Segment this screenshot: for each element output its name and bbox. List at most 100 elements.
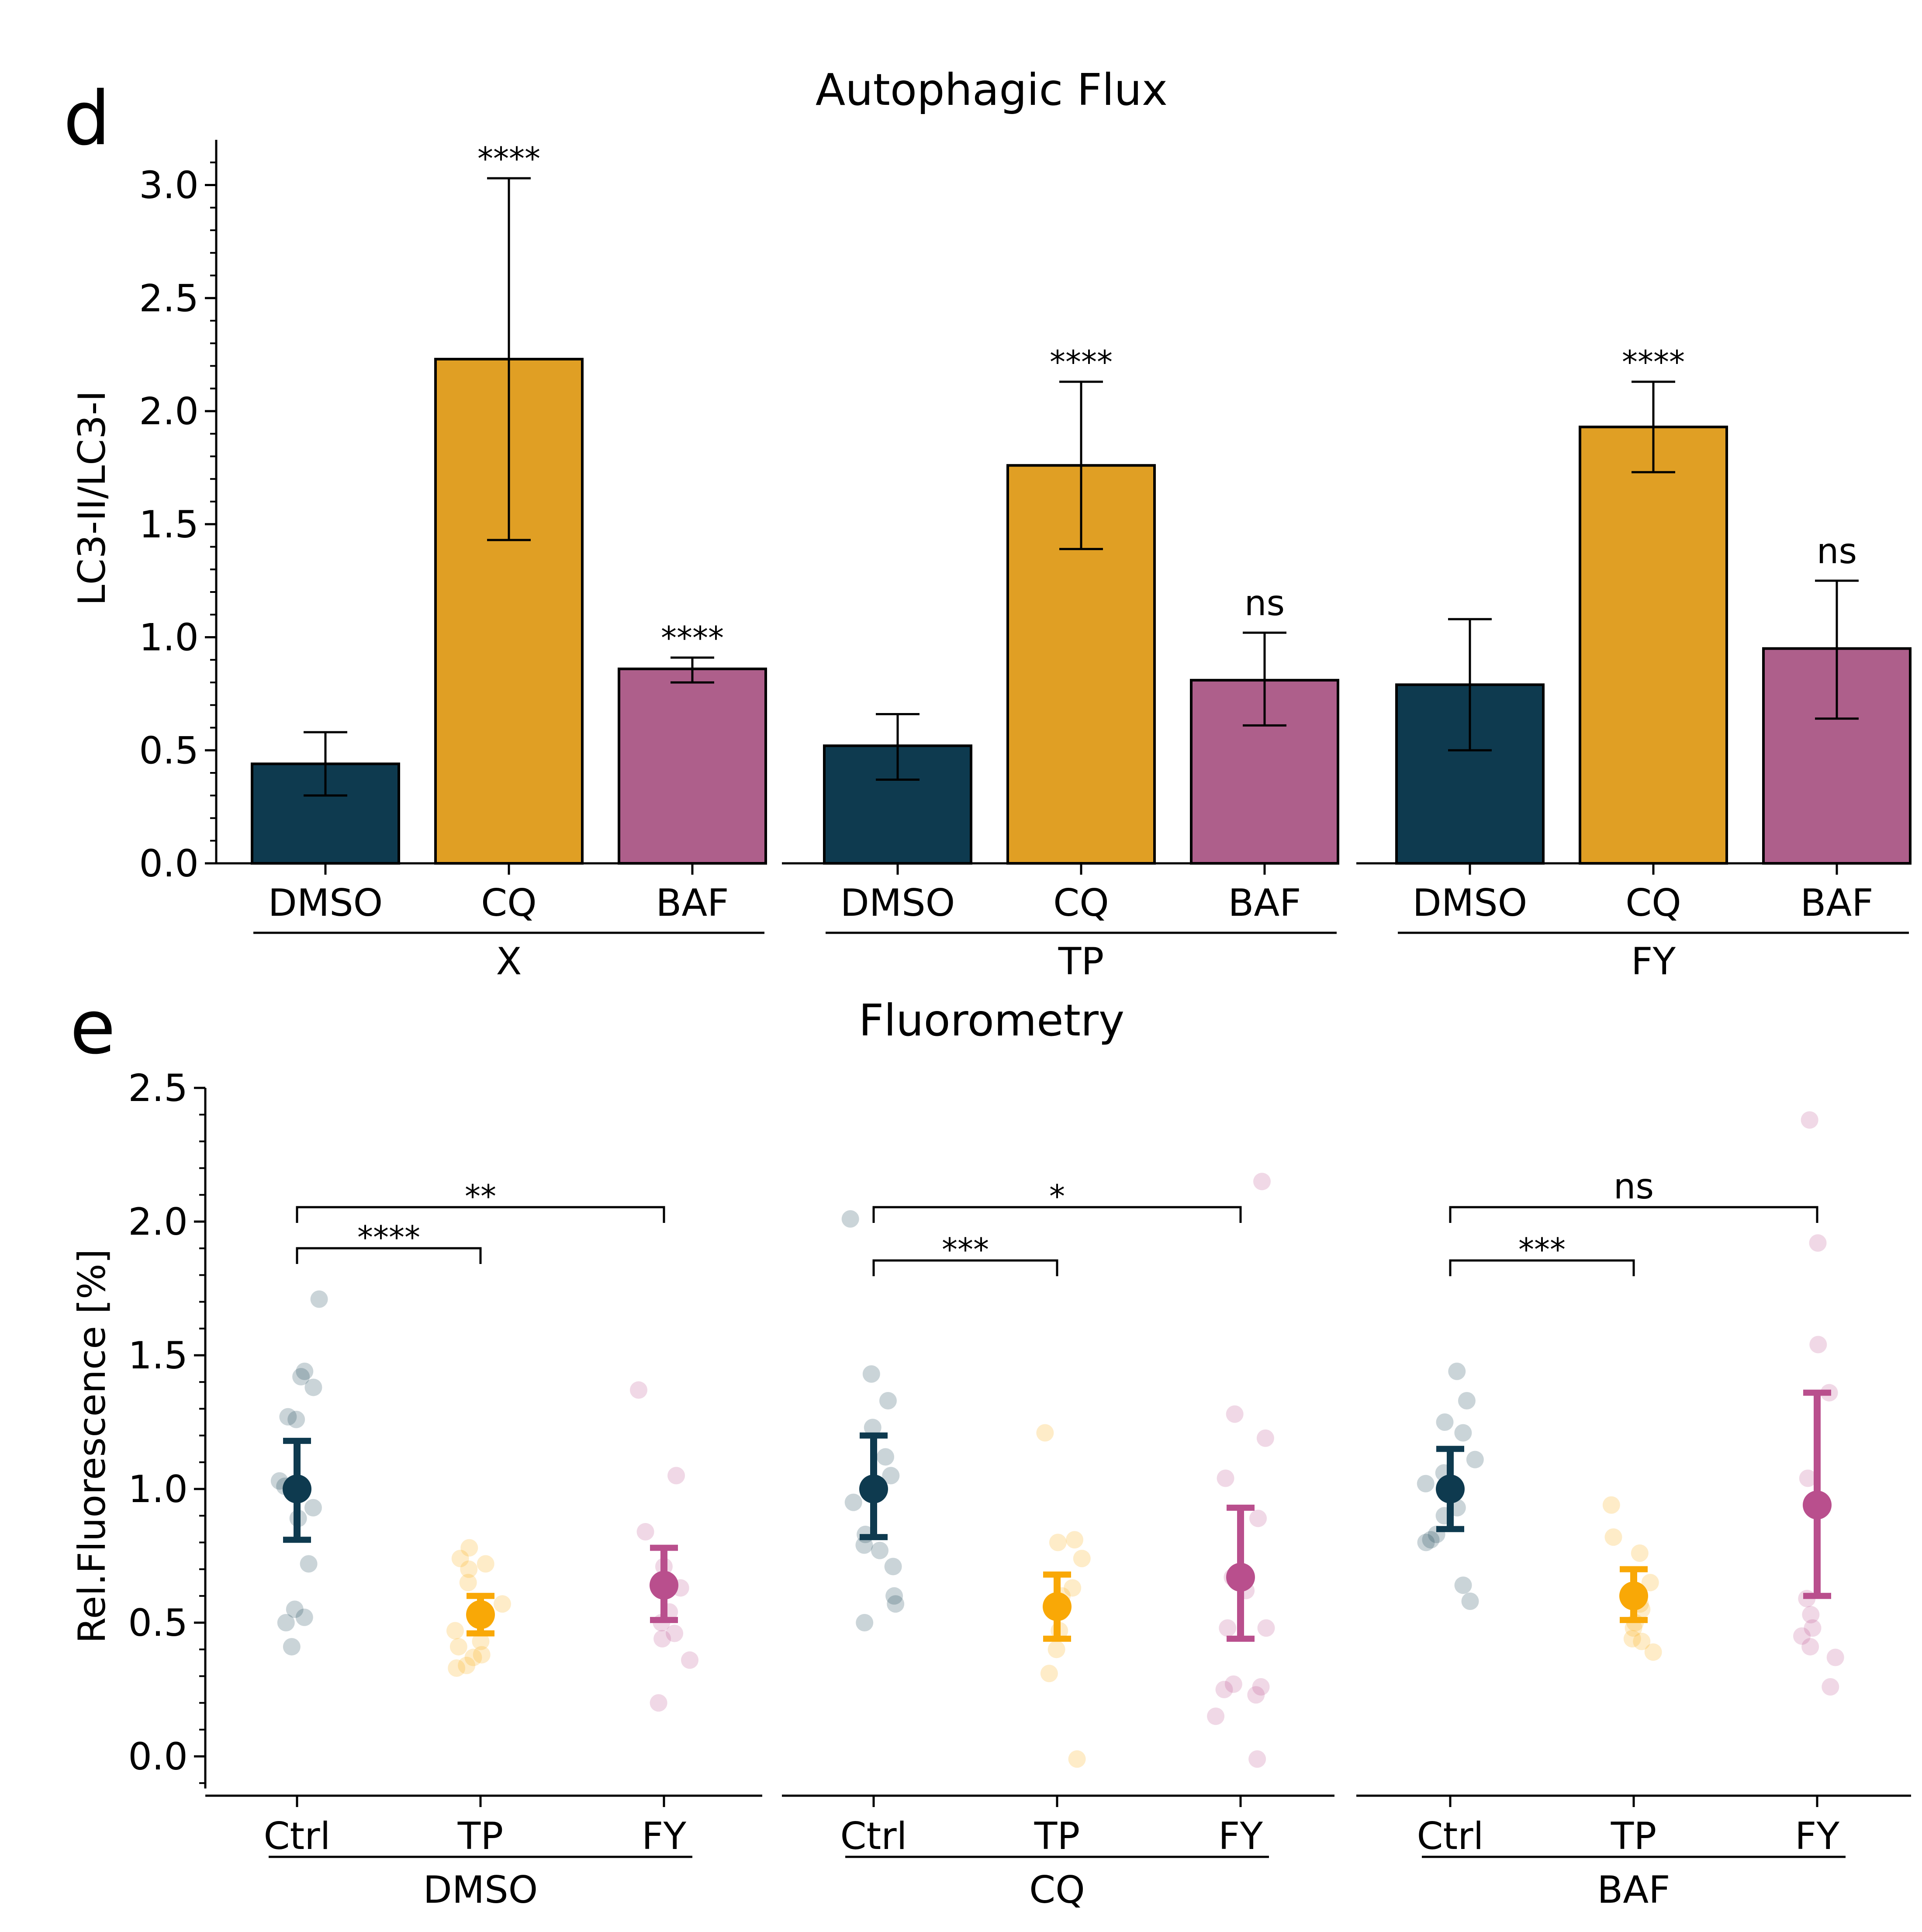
data-point	[1247, 1686, 1265, 1704]
data-point	[1064, 1579, 1082, 1597]
data-point	[855, 1536, 873, 1554]
significance-label: ****	[477, 140, 540, 177]
data-point	[1625, 1619, 1642, 1637]
significance-label: ****	[1050, 344, 1113, 381]
significance-bracket	[296, 1206, 665, 1223]
data-point	[460, 1539, 478, 1557]
significance-bracket	[1449, 1259, 1635, 1276]
data-point	[885, 1587, 903, 1605]
data-point	[310, 1290, 328, 1308]
x-tick-label: CQ	[1053, 881, 1109, 925]
data-point	[1417, 1475, 1435, 1492]
data-point	[1252, 1678, 1270, 1696]
data-point	[1436, 1413, 1454, 1431]
data-point	[1454, 1576, 1472, 1594]
data-point	[477, 1555, 494, 1573]
data-point	[449, 1638, 467, 1656]
data-point	[286, 1600, 304, 1618]
data-point	[1066, 1531, 1084, 1549]
data-point	[1793, 1627, 1811, 1645]
data-point	[1604, 1528, 1622, 1546]
data-point	[666, 1624, 684, 1642]
mean-marker	[1043, 1592, 1072, 1621]
bar-FY-CQ	[1579, 426, 1728, 865]
data-point	[1036, 1424, 1054, 1442]
data-point	[287, 1410, 305, 1428]
mean-marker	[650, 1571, 678, 1600]
y-tick-label: 1.0	[128, 1468, 188, 1511]
data-point	[882, 1467, 900, 1485]
data-point	[1641, 1574, 1659, 1592]
x-tick-label: CQ	[1625, 881, 1681, 925]
data-point	[1049, 1534, 1067, 1551]
y-tick-label: 2.0	[128, 1200, 188, 1244]
x-tick-label: TP	[1034, 1814, 1080, 1858]
significance-bracket	[872, 1206, 1242, 1223]
data-point	[841, 1210, 859, 1228]
y-tick-label: 0.0	[128, 1735, 188, 1779]
data-point	[1249, 1510, 1267, 1527]
data-point	[1804, 1619, 1822, 1637]
significance-bracket	[1449, 1206, 1818, 1223]
data-point	[650, 1694, 667, 1712]
group-label: BAF	[1597, 1868, 1670, 1912]
data-point	[862, 1365, 880, 1383]
data-point	[1253, 1173, 1271, 1191]
y-tick-label: 1.5	[139, 503, 199, 547]
panel-label-e: e	[70, 984, 116, 1071]
y-tick-label: 3.0	[139, 164, 199, 208]
data-point	[887, 1595, 905, 1613]
data-point	[493, 1595, 511, 1613]
bar-X-BAF	[618, 667, 767, 865]
axes: 0.0 0.5 1.0 1.5 2.0 2.5 3.0 DMSO CQ BAF X DMSO CQ BAF…	[139, 140, 1911, 983]
significance-label: ****	[661, 620, 724, 656]
mean-marker	[1436, 1475, 1465, 1503]
data-point	[472, 1632, 490, 1650]
y-tick-label: 0.5	[128, 1601, 188, 1645]
data-point	[864, 1419, 881, 1437]
x-tick-label: DMSO	[268, 881, 383, 925]
significance-bracket	[296, 1247, 482, 1264]
mean-marker	[1619, 1581, 1648, 1610]
x-tick-label: DMSO	[1413, 881, 1528, 925]
data-point	[1826, 1648, 1844, 1666]
x-tick-label: BAF	[1228, 881, 1301, 925]
mean-marker	[859, 1475, 888, 1503]
y-tick-label: 1.5	[128, 1334, 188, 1378]
data-point	[283, 1638, 301, 1656]
y-tick-label: 2.0	[139, 390, 199, 433]
data-point	[1458, 1392, 1476, 1410]
dot-plot-fluorometry: Fluorometry Rel.Fluorescence [%] 0.0 0.5 1…	[70, 995, 1911, 1912]
data-point	[879, 1392, 897, 1410]
data-point	[1799, 1469, 1817, 1487]
x-tick-label: DMSO	[840, 881, 955, 925]
data-point	[1073, 1550, 1091, 1568]
data-point	[1224, 1675, 1242, 1693]
data-point	[630, 1381, 648, 1399]
marks: *************ns	[270, 1111, 1844, 1768]
data-point	[1217, 1469, 1234, 1487]
y-tick-label: 1.0	[139, 616, 199, 660]
data-point	[277, 1614, 295, 1631]
x-tick-label: BAF	[656, 881, 729, 925]
data-point	[1631, 1544, 1649, 1562]
x-tick-label: TP	[1611, 1814, 1656, 1858]
data-point	[1417, 1534, 1435, 1551]
x-tick-label: BAF	[1800, 881, 1873, 925]
mean-marker	[283, 1475, 311, 1503]
data-point	[1801, 1111, 1818, 1129]
chart-title: Autophagic Flux	[816, 64, 1168, 115]
data-point	[292, 1368, 310, 1385]
data-point	[877, 1448, 895, 1466]
x-tick-label: CQ	[481, 881, 537, 925]
data-point	[1207, 1707, 1225, 1725]
significance-label: ns	[1244, 583, 1285, 623]
data-point	[871, 1541, 889, 1559]
y-tick-label: 0.0	[139, 842, 199, 886]
data-point	[1422, 1531, 1440, 1549]
data-point	[1257, 1619, 1275, 1637]
data-point	[1602, 1496, 1620, 1514]
x-tick-label: FY	[1795, 1814, 1839, 1858]
mean-marker	[1803, 1490, 1832, 1520]
